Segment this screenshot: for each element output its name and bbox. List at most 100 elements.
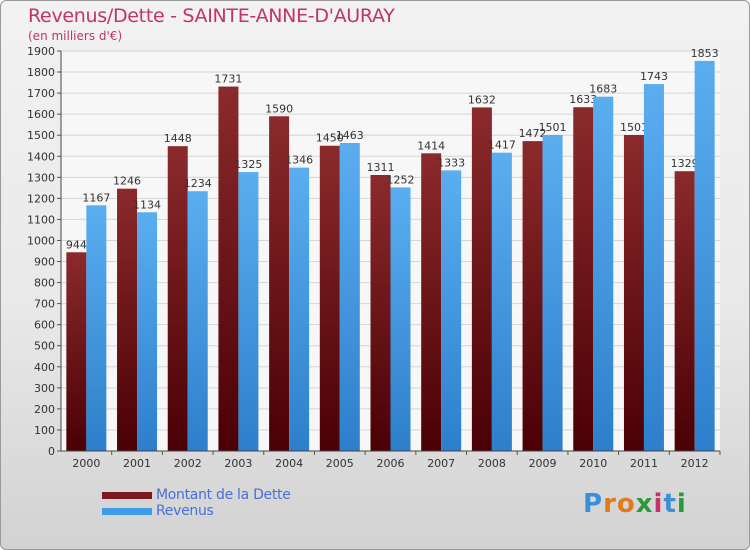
- x-tick-label: 2004: [275, 457, 303, 470]
- y-tick-label: 1100: [27, 213, 55, 226]
- bar-revenus-label: 1167: [82, 191, 110, 204]
- legend-item-revenus: Revenus: [102, 503, 291, 519]
- y-tick-label: 1300: [27, 171, 55, 184]
- bar-revenus: [491, 152, 512, 451]
- bar-revenus: [694, 60, 715, 451]
- bar-dette: [117, 188, 138, 451]
- legend-swatch-dette: [102, 491, 152, 499]
- bar-dette-label: 1311: [367, 161, 395, 174]
- y-tick-label: 1000: [27, 234, 55, 247]
- chart-subtitle: (en milliers d'€): [28, 29, 123, 43]
- x-tick-label: 2009: [529, 457, 557, 470]
- bar-dette-label: 1501: [620, 121, 648, 134]
- y-tick-label: 1700: [27, 87, 55, 100]
- logo-letter: x: [635, 489, 654, 519]
- legend-item-dette: Montant de la Dette: [102, 487, 291, 503]
- bar-dette: [218, 86, 239, 451]
- y-tick-label: 600: [34, 319, 55, 332]
- bar-dette-label: 1329: [671, 157, 699, 170]
- y-tick-label: 1500: [27, 129, 55, 142]
- y-tick-label: 1600: [27, 108, 55, 121]
- bar-dette-label: 1448: [164, 132, 192, 145]
- bar-dette: [319, 145, 340, 451]
- bar-revenus-label: 1683: [589, 83, 617, 96]
- bar-dette: [167, 146, 188, 451]
- y-tick-label: 300: [34, 382, 55, 395]
- bar-revenus: [643, 84, 664, 451]
- bar-dette-label: 1414: [417, 139, 445, 152]
- bar-dette-label: 1633: [569, 93, 597, 106]
- bar-dette: [269, 116, 290, 452]
- logo-letter: o: [616, 489, 636, 519]
- bar-dette-label: 1590: [265, 102, 293, 115]
- y-tick-label: 1400: [27, 150, 55, 163]
- y-tick-label: 1900: [27, 45, 55, 58]
- bar-dette: [522, 141, 543, 451]
- x-tick-label: 2011: [630, 457, 658, 470]
- bar-revenus: [593, 96, 614, 452]
- bar-revenus: [187, 191, 208, 452]
- bar-revenus: [86, 205, 107, 451]
- x-tick-label: 2008: [478, 457, 506, 470]
- y-tick-label: 800: [34, 277, 55, 290]
- bar-revenus-label: 1333: [437, 156, 465, 169]
- chart-title: Revenus/Dette - SAINTE-ANNE-D'AURAY: [28, 5, 395, 27]
- bar-revenus: [441, 170, 462, 452]
- bar-dette-label: 1472: [519, 127, 547, 140]
- bar-dette-label: 1246: [113, 175, 141, 188]
- bar-revenus-label: 1134: [133, 198, 161, 211]
- bar-revenus-label: 1853: [691, 47, 719, 60]
- bar-revenus-label: 1252: [387, 173, 415, 186]
- y-tick-label: 400: [34, 361, 55, 374]
- bar-revenus: [339, 143, 360, 451]
- legend: Montant de la Dette Revenus: [102, 487, 291, 519]
- bar-dette: [370, 175, 391, 451]
- bar-dette: [573, 107, 594, 452]
- bar-dette-label: 944: [66, 238, 87, 251]
- bar-revenus-label: 1463: [336, 129, 364, 142]
- bar-dette: [471, 107, 492, 451]
- bar-dette: [66, 252, 87, 451]
- bar-revenus-label: 1234: [184, 177, 212, 190]
- x-tick-label: 2005: [326, 457, 354, 470]
- bar-dette-label: 1632: [468, 93, 496, 106]
- bar-revenus-label: 1743: [640, 70, 668, 83]
- bar-dette-label: 1450: [316, 132, 344, 145]
- x-tick-label: 2002: [174, 457, 202, 470]
- y-tick-label: 100: [34, 424, 55, 437]
- bar-revenus-label: 1325: [234, 158, 262, 171]
- x-tick-label: 2012: [681, 457, 709, 470]
- y-tick-label: 200: [34, 403, 55, 416]
- y-tick-label: 500: [34, 340, 55, 353]
- y-tick-label: 1800: [27, 66, 55, 79]
- legend-label-revenus: Revenus: [156, 503, 214, 519]
- x-tick-label: 2006: [377, 457, 405, 470]
- bar-dette: [623, 135, 644, 451]
- logo-letter: t: [663, 489, 677, 519]
- x-tick-label: 2003: [224, 457, 252, 470]
- bar-dette: [674, 171, 695, 452]
- logo-letter: i: [676, 489, 687, 519]
- bar-revenus-label: 1417: [488, 139, 516, 152]
- y-tick-label: 700: [34, 298, 55, 311]
- bar-revenus: [542, 135, 563, 451]
- bar-revenus-label: 1501: [539, 121, 567, 134]
- y-tick-label: 0: [48, 445, 55, 458]
- bar-revenus: [238, 172, 259, 452]
- logo-letter: P: [583, 489, 604, 519]
- proxiti-logo: Proxiti: [583, 489, 687, 519]
- bar-revenus-label: 1346: [285, 154, 313, 167]
- bar-dette-label: 1731: [214, 73, 242, 86]
- x-tick-label: 2010: [579, 457, 607, 470]
- logo-letter: r: [603, 489, 617, 519]
- logo-letter: i: [653, 489, 664, 519]
- bar-revenus: [137, 212, 158, 451]
- bar-dette: [421, 153, 442, 451]
- legend-swatch-revenus: [102, 507, 152, 515]
- bar-revenus: [390, 187, 411, 451]
- y-tick-label: 900: [34, 256, 55, 269]
- x-tick-label: 2001: [123, 457, 151, 470]
- y-tick-label: 1200: [27, 192, 55, 205]
